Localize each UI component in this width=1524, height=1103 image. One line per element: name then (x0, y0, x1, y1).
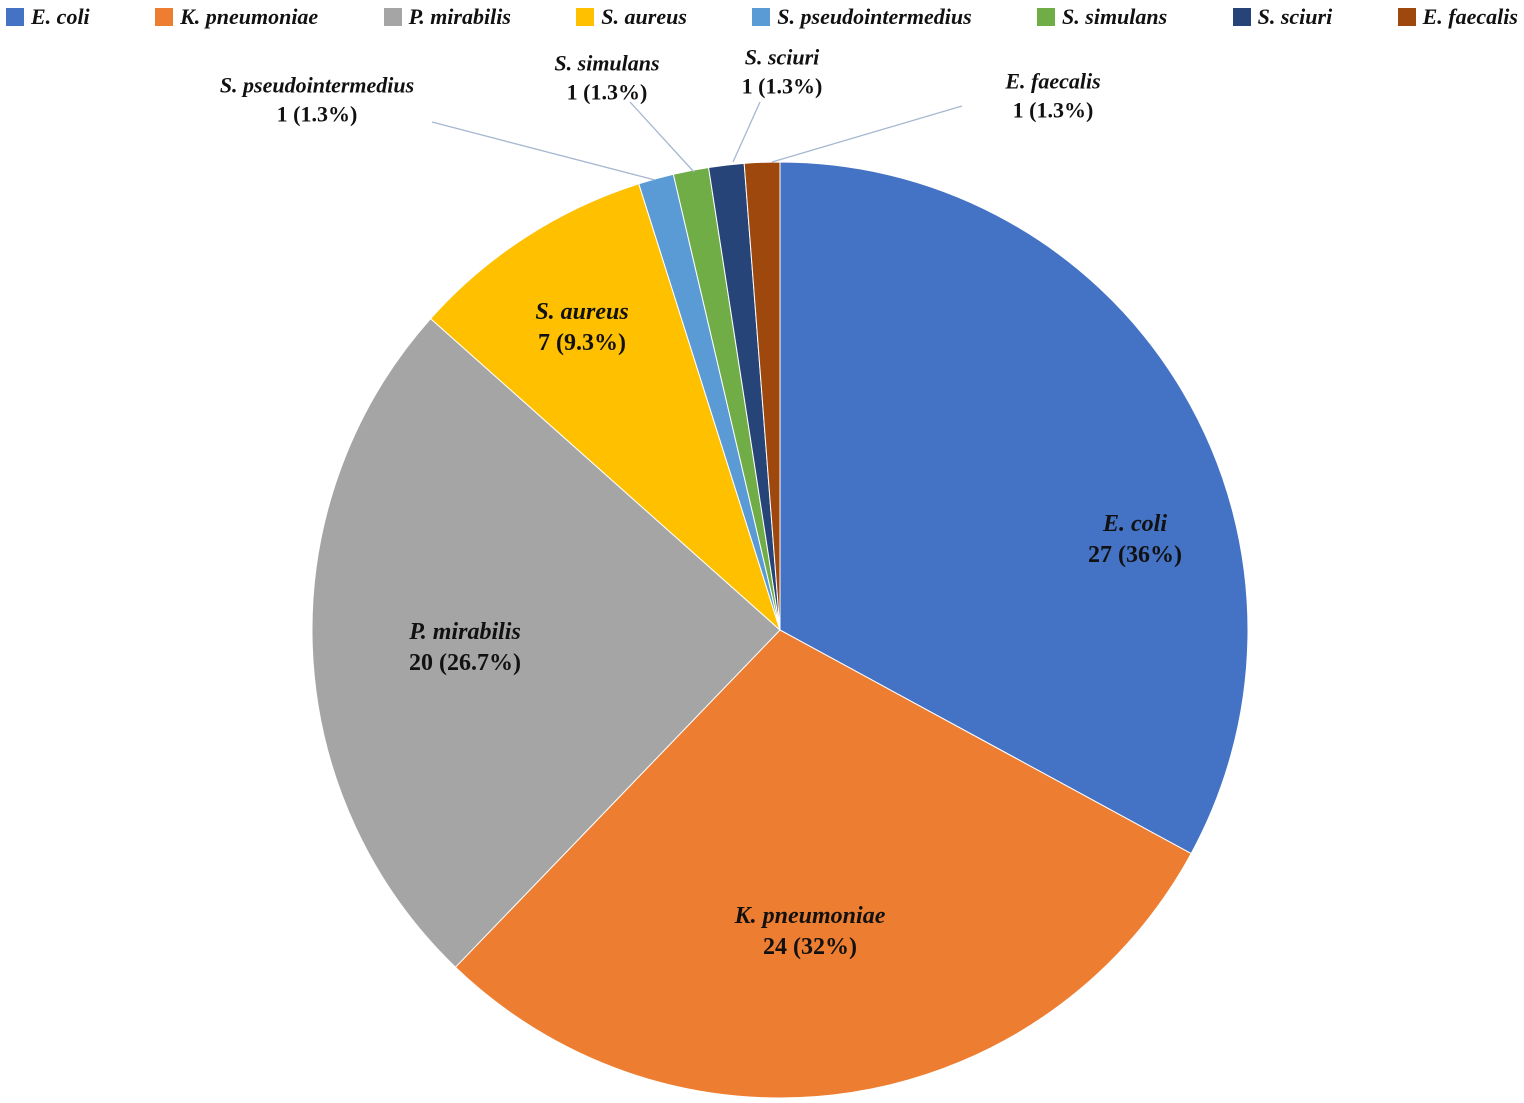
legend-swatch (576, 8, 595, 26)
slice-label-name: S. aureus (535, 298, 629, 325)
slice-label-value: 24 (32%) (763, 934, 857, 960)
slice-label-s-simulans: S. simulans 1 (1.3%) (554, 49, 659, 106)
pie-slice-e-coli (779, 161, 1249, 855)
legend-item-s-aureus: S. aureus (576, 4, 687, 30)
legend-swatch (155, 8, 174, 26)
slice-label-name: S. sciuri (744, 44, 820, 70)
pie-slice-k-pneumoniae (454, 629, 1192, 1099)
slice-label-e-faecalis: E. faecalis 1 (1.3%) (1005, 67, 1100, 124)
slice-label-s-sciuri: S. sciuri 1 (1.3%) (742, 43, 823, 100)
legend-item-s-sciuri: S. sciuri (1232, 4, 1333, 30)
legend-item-k-pneumoniae: K. pneumoniae (155, 4, 318, 30)
pie-slice-e-faecalis (743, 161, 781, 631)
slice-label-value: 20 (26.7%) (409, 650, 521, 676)
slice-label-value: 1 (1.3%) (276, 101, 358, 126)
leader-line-s-simulans (629, 101, 695, 173)
legend-item-e-coli: E. coli (6, 4, 90, 30)
legend-swatch (1397, 8, 1416, 26)
legend-swatch (1037, 8, 1056, 26)
chart-legend: E. coli K. pneumoniae P. mirabilis S. aureu… (0, 4, 1524, 30)
legend-label: K. pneumoniae (180, 4, 319, 29)
legend-label: P. mirabilis (408, 4, 511, 29)
slice-label-k-pneumoniae: K. pneumoniae 24 (32%) (735, 901, 886, 963)
legend-label: S. simulans (1062, 4, 1168, 29)
legend-item-s-pseudointermedius: S. pseudointermedius (752, 4, 972, 30)
slice-label-p-mirabilis: P. mirabilis 20 (26.7%) (409, 617, 521, 679)
pie-slice-p-mirabilis (311, 318, 781, 968)
leader-line-e-faecalis (771, 105, 963, 163)
leader-line-s-sciuri (732, 101, 761, 163)
slice-label-value: 1 (1.3%) (1012, 97, 1094, 122)
slice-label-s-pseudointermedius: S. pseudointermedius 1 (1.3%) (220, 71, 414, 128)
slice-label-name: S. simulans (554, 50, 660, 76)
legend-item-s-simulans: S. simulans (1037, 4, 1167, 30)
leader-line-s-pseudointermedius (431, 121, 656, 181)
slice-label-value: 1 (1.3%) (566, 79, 648, 104)
legend-swatch (383, 8, 402, 26)
legend-label: E. coli (31, 4, 90, 29)
legend-label: S. aureus (601, 4, 687, 29)
slice-label-s-aureus: S. aureus 7 (9.3%) (535, 297, 628, 359)
legend-swatch (6, 8, 24, 26)
legend-swatch (752, 8, 771, 26)
slice-label-name: P. mirabilis (409, 618, 521, 645)
legend-item-e-faecalis: E. faecalis (1397, 4, 1518, 30)
slice-label-name: K. pneumoniae (734, 902, 886, 929)
legend-label: S. sciuri (1257, 4, 1333, 29)
legend-item-p-mirabilis: P. mirabilis (383, 4, 511, 30)
slice-label-e-coli: E. coli 27 (36%) (1088, 509, 1182, 571)
slice-label-name: S. pseudointermedius (219, 72, 415, 98)
pie-slice-s-aureus (430, 183, 781, 631)
slice-label-value: 27 (36%) (1088, 542, 1182, 568)
legend-label: E. faecalis (1422, 4, 1518, 29)
legend-swatch (1232, 8, 1251, 26)
slice-label-value: 1 (1.3%) (741, 73, 823, 98)
slice-label-name: E. coli (1102, 510, 1167, 537)
slice-label-name: E. faecalis (1005, 68, 1101, 94)
slice-label-value: 7 (9.3%) (538, 330, 626, 356)
legend-label: S. pseudointermedius (777, 4, 972, 29)
